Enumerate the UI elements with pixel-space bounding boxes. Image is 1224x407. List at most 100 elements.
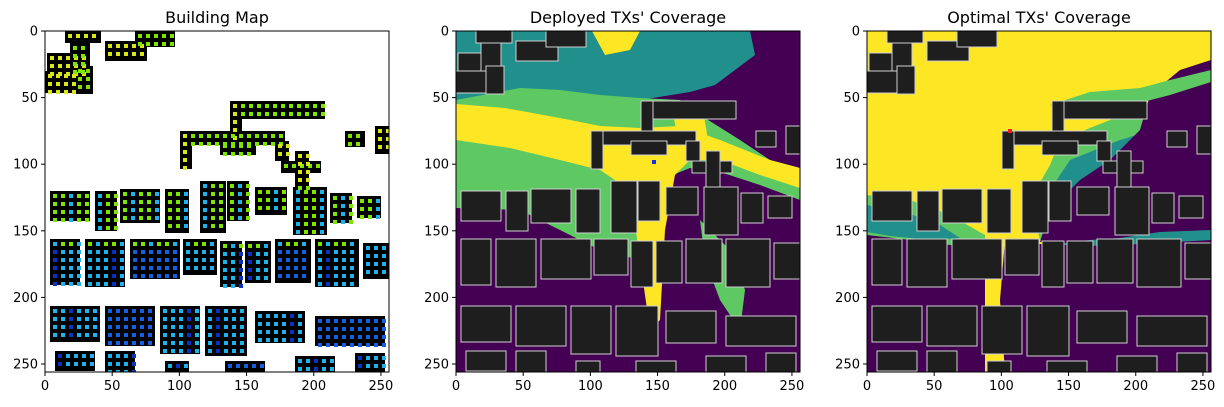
tx-candidate — [195, 309, 199, 313]
tx-candidate — [82, 354, 86, 358]
tx-candidate — [77, 218, 81, 222]
tx-candidate — [61, 317, 65, 321]
tx-candidate — [260, 372, 264, 376]
tx-candidate — [211, 208, 215, 212]
building — [45, 71, 77, 93]
building — [1041, 140, 1079, 156]
tx-candidate — [349, 212, 353, 216]
tx-candidate — [104, 282, 108, 286]
tx-candidate — [223, 144, 227, 148]
tx-candidate — [260, 380, 264, 384]
tx-candidate — [147, 216, 151, 220]
tx-candidate — [304, 230, 308, 234]
tx-candidate — [302, 242, 306, 246]
tx-candidate — [296, 222, 300, 226]
tx-candidate — [124, 44, 128, 48]
tx-candidate — [116, 52, 120, 56]
tx-candidate — [281, 112, 285, 116]
tx-candidate — [48, 82, 52, 86]
tx-candidate — [350, 250, 354, 254]
tx-candidate — [374, 327, 378, 331]
tx-candidate — [232, 349, 236, 353]
tx-candidate — [350, 327, 354, 331]
tx-candidate — [165, 250, 169, 254]
tx-candidate — [248, 252, 252, 256]
tx-candidate — [187, 317, 191, 321]
tx-candidate — [123, 192, 127, 196]
tx-candidate — [356, 142, 360, 146]
tx-candidate — [333, 220, 337, 224]
tx-candidate — [219, 192, 223, 196]
tx-candidate — [247, 134, 251, 138]
tx-candidate — [69, 333, 73, 337]
building — [1176, 352, 1208, 372]
tx-candidate — [266, 314, 270, 318]
tx-candidate — [266, 322, 270, 326]
tx-candidate — [88, 250, 92, 254]
building — [610, 180, 638, 234]
building — [637, 180, 661, 222]
tx-candidate — [123, 216, 127, 220]
tx-candidate — [305, 104, 309, 108]
building — [495, 238, 537, 288]
tx-candidate — [334, 266, 338, 270]
tx-candidate — [246, 192, 250, 196]
tx-candidate — [258, 322, 262, 326]
tx-candidate — [171, 317, 175, 321]
tx-candidate — [278, 144, 282, 148]
tx-candidate — [69, 194, 73, 198]
tx-candidate — [179, 317, 183, 321]
y-tick-label: 0 — [30, 25, 38, 40]
tx-candidate — [187, 349, 191, 353]
tx-candidate — [61, 218, 65, 222]
tx-candidate — [248, 276, 252, 280]
tx-candidate — [155, 208, 159, 212]
tx-candidate — [132, 309, 136, 313]
tx-candidate — [98, 202, 102, 206]
tx-candidate — [154, 42, 158, 46]
tx-candidate — [382, 372, 386, 376]
tx-candidate — [140, 333, 144, 337]
tx-candidate — [146, 42, 150, 46]
tx-candidate — [326, 242, 330, 246]
tx-candidate — [88, 266, 92, 270]
tx-candidate — [306, 367, 310, 371]
tx-candidate — [106, 194, 110, 198]
tx-candidate — [294, 250, 298, 254]
tx-candidate — [298, 338, 302, 342]
tx-candidate — [195, 349, 199, 353]
tx-candidate — [149, 258, 153, 262]
tx-candidate — [278, 152, 282, 156]
tx-candidate — [378, 137, 382, 141]
tx-candidate — [356, 134, 360, 138]
tx-candidate — [306, 359, 310, 363]
tx-candidate — [360, 215, 364, 219]
tx-candidate — [85, 309, 89, 313]
tx-candidate — [312, 230, 316, 234]
building — [590, 130, 604, 170]
tx-layer — [48, 34, 389, 384]
tx-candidate — [155, 192, 159, 196]
tx-candidate — [132, 44, 136, 48]
tx-candidate — [281, 104, 285, 108]
tx-candidate — [286, 274, 290, 278]
building — [1151, 192, 1175, 224]
tx-candidate — [112, 250, 116, 254]
tx-candidate — [74, 362, 78, 366]
tx-candidate — [138, 42, 142, 46]
tx-candidate — [304, 222, 308, 226]
tx-candidate — [244, 364, 248, 368]
tx-candidate — [230, 200, 234, 204]
building — [916, 190, 940, 232]
tx-candidate — [278, 258, 282, 262]
tx-candidate — [88, 274, 92, 278]
tx-candidate — [53, 258, 57, 262]
tx-candidate — [223, 152, 227, 156]
tx-candidate — [133, 274, 137, 278]
tx-candidate — [176, 364, 180, 368]
tx-candidate — [61, 250, 65, 254]
tx-candidate — [282, 330, 286, 334]
tx-candidate — [61, 333, 65, 337]
tx-candidate — [366, 364, 370, 368]
